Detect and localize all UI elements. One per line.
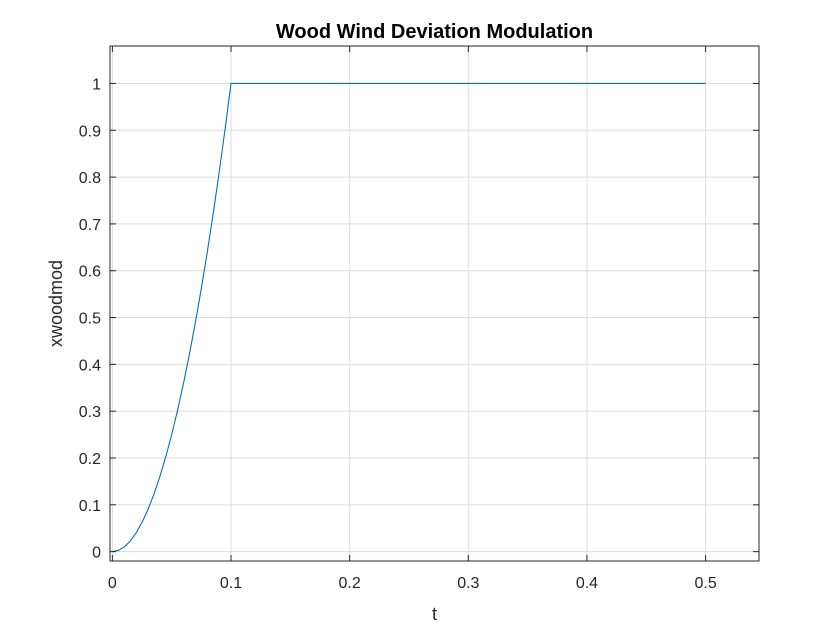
x-tick-label: 0.2: [339, 575, 361, 592]
y-tick-label: 0.4: [79, 357, 101, 374]
grid: [110, 46, 759, 561]
y-tick-label: 0.1: [79, 498, 101, 515]
y-tick-label: 1: [92, 76, 101, 93]
x-tick-label: 0.5: [694, 575, 716, 592]
ticks: 0 0.1 0.2 0.3 0.4 0.5 0 0.1 0.2 0.3 0.4 0.5 0.6 0.7 0.…: [79, 46, 759, 592]
y-tick-label: 0.6: [79, 264, 101, 281]
y-tick-label: 0.9: [79, 123, 101, 140]
plot-area-box: [109, 45, 760, 562]
x-axis-label: t: [432, 604, 437, 624]
y-tick-label: 0.3: [79, 404, 101, 421]
x-tick-label: 0.1: [220, 575, 242, 592]
series-line: [112, 82, 706, 553]
y-tick-label: 0.7: [79, 217, 101, 234]
series-layer: [112, 82, 706, 553]
x-tick-label: 0.4: [576, 575, 598, 592]
y-tick-label: 0: [92, 545, 101, 562]
x-tick-label: 0: [108, 575, 117, 592]
y-tick-label: 0.8: [79, 170, 101, 187]
x-tick-label: 0.3: [457, 575, 479, 592]
y-axis-label: xwoodmod: [46, 260, 66, 347]
y-tick-label: 0.2: [79, 451, 101, 468]
y-tick-label: 0.5: [79, 311, 101, 328]
chart-title: Wood Wind Deviation Modulation: [276, 21, 593, 43]
